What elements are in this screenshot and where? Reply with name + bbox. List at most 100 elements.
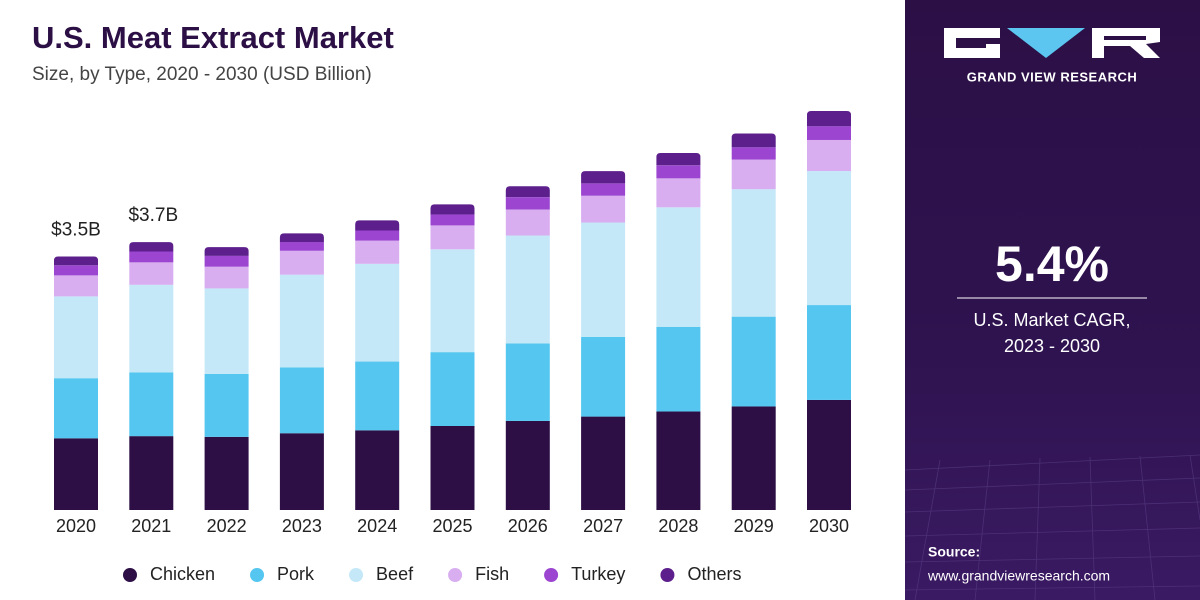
- legend-label: Fish: [475, 564, 509, 584]
- bar-segment: [430, 225, 475, 250]
- bar-segment: [581, 416, 626, 510]
- bar-segment: [279, 367, 324, 434]
- bar-segment: [204, 247, 249, 256]
- chart-title: U.S. Meat Extract Market: [32, 20, 394, 55]
- bar-segment: [731, 316, 776, 407]
- bar-segment: [731, 147, 776, 160]
- total-label: $3.5B: [51, 220, 101, 241]
- bar-segment: [430, 214, 475, 226]
- legend-marker: [660, 568, 675, 582]
- x-tick-label: 2029: [734, 516, 774, 536]
- bar-segment: [430, 352, 475, 426]
- brand-name: GRAND VIEW RESEARCH: [967, 69, 1138, 84]
- bar-segment: [129, 436, 174, 510]
- bar-segment: [355, 220, 400, 231]
- bar-segment: [54, 378, 98, 439]
- bar-segment: [355, 230, 400, 241]
- x-tick-label: 2030: [809, 516, 849, 536]
- bar-segment: [581, 336, 626, 417]
- x-tick-label: 2027: [583, 516, 623, 536]
- bar-segment: [355, 240, 400, 264]
- bar-segment: [430, 204, 475, 215]
- bar-segment: [807, 139, 851, 172]
- legend-marker: [448, 568, 463, 582]
- sidebar-panel: [905, 0, 1200, 600]
- legend-label: Chicken: [150, 564, 215, 584]
- bar-segment: [204, 255, 249, 267]
- bar-segment: [129, 284, 174, 373]
- x-tick-label: 2020: [56, 516, 96, 536]
- x-tick-label: 2026: [508, 516, 548, 536]
- bar-segment: [505, 197, 550, 210]
- bar-segment: [807, 126, 851, 140]
- bar-segment: [54, 438, 98, 510]
- x-tick-label: 2022: [207, 516, 247, 536]
- bar-segment: [279, 250, 324, 275]
- bar-segment: [731, 133, 776, 148]
- brand-logo: [944, 28, 1160, 58]
- legend-marker: [349, 568, 364, 582]
- bar-segment: [129, 262, 174, 285]
- bar-segment: [731, 406, 776, 510]
- bar-segment: [430, 426, 475, 510]
- legend-label: Pork: [277, 564, 315, 584]
- bar-segment: [54, 265, 98, 276]
- bar-segment: [279, 433, 324, 510]
- bar-segment: [279, 274, 324, 368]
- bar-segment: [581, 183, 626, 196]
- x-tick-label: 2024: [357, 516, 397, 536]
- sidebar-grid: [904, 454, 1200, 600]
- bar-segment: [656, 326, 701, 412]
- bar-segment: [656, 165, 701, 179]
- total-label: $3.7B: [128, 205, 178, 226]
- bar-segment: [807, 171, 851, 306]
- legend-label: Others: [687, 564, 741, 584]
- chart-subtitle: Size, by Type, 2020 - 2030 (USD Billion): [32, 64, 372, 85]
- bar-segment: [505, 343, 550, 421]
- bar-segment: [129, 251, 174, 263]
- bar-segment: [656, 207, 701, 327]
- bar-segment: [279, 242, 324, 251]
- bar-segment: [581, 195, 626, 223]
- bar-segment: [204, 288, 249, 374]
- bar-segment: [505, 209, 550, 236]
- bar-segment: [656, 178, 701, 208]
- source-label: Source:: [928, 544, 980, 560]
- bar-segment: [204, 373, 249, 437]
- bar-segment: [731, 159, 776, 190]
- source-url[interactable]: www.grandviewresearch.com: [927, 568, 1110, 584]
- x-tick-label: 2025: [432, 516, 472, 536]
- bar-segment: [129, 242, 174, 252]
- bar-segment: [430, 249, 475, 353]
- x-tick-label: 2021: [131, 516, 171, 536]
- bar-segment: [54, 256, 98, 266]
- x-tick-label: 2023: [282, 516, 322, 536]
- legend-label: Beef: [376, 564, 414, 584]
- bar-segment: [656, 411, 701, 510]
- bar-segment: [355, 263, 400, 362]
- legend-marker: [123, 568, 137, 582]
- bar-segment: [656, 153, 701, 166]
- cagr-label: U.S. Market CAGR,: [973, 310, 1130, 330]
- bar-segment: [505, 420, 550, 510]
- bar-segment: [581, 222, 626, 337]
- bar-segment: [355, 361, 400, 431]
- bar-segment: [204, 436, 249, 510]
- bar-segment: [204, 266, 249, 289]
- bar-segment: [581, 171, 626, 184]
- bar-segment: [355, 430, 400, 510]
- bar-segment: [807, 305, 851, 400]
- cagr-period: 2023 - 2030: [1004, 336, 1100, 356]
- x-tick-label: 2028: [658, 516, 698, 536]
- cagr-value: 5.4%: [995, 236, 1109, 292]
- bar-segment: [279, 233, 324, 243]
- bar-segment: [505, 186, 550, 198]
- bar-segment: [129, 372, 174, 437]
- bar-segment: [807, 399, 851, 510]
- bar-segment: [505, 235, 550, 344]
- bar-segment: [54, 296, 98, 379]
- bar-segment: [807, 111, 851, 127]
- legend-label: Turkey: [571, 564, 625, 584]
